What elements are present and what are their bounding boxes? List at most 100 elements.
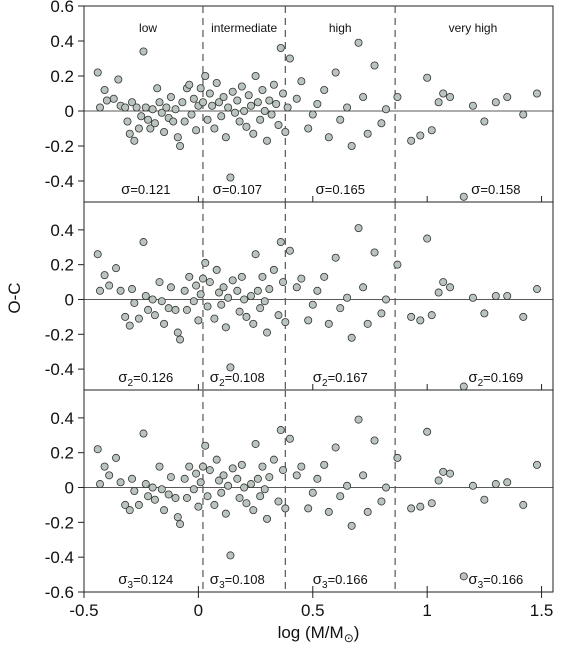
panel-1-data-point <box>279 89 288 98</box>
panel-2-data-point <box>240 295 249 304</box>
panel-2-data-point <box>304 316 313 325</box>
panel-3-data-point <box>263 514 272 523</box>
panel-2-data-point <box>343 293 352 302</box>
panel-2-data-point <box>105 281 114 290</box>
panel-1-data-point <box>141 103 150 112</box>
panel-3-data-point <box>313 474 322 483</box>
panel-1-data-point <box>343 103 352 112</box>
panel-1-data-point <box>185 80 194 89</box>
panel-1-data-point <box>363 129 372 138</box>
sigma-subscript: 3 <box>219 580 225 591</box>
panel-3-data-point <box>519 500 528 509</box>
panel-2-data-point <box>112 264 121 273</box>
panel-1-data-point <box>251 72 260 81</box>
panel-3-data-point <box>423 427 432 436</box>
panel-1-data-point <box>212 79 221 88</box>
panel-2-data-point <box>331 253 340 262</box>
panel-1-data-point <box>128 98 137 107</box>
panel-2-y-tick-label: 0.2 <box>50 256 74 275</box>
panel-1-data-point <box>210 124 219 133</box>
panel-3-data-point <box>468 481 477 490</box>
panel-2-data-point <box>359 283 368 292</box>
panel-1-data-point <box>201 72 210 81</box>
panel-1-data-point <box>171 105 180 114</box>
panel-2-sigma-label: σ2=0.167 <box>313 369 368 389</box>
panel-3-data-point <box>532 460 541 469</box>
panel-1-data-point <box>347 141 356 150</box>
panel-3-data-point <box>226 551 235 560</box>
sun-symbol: ⊙ <box>344 631 354 645</box>
panel-2-data-point <box>519 312 528 321</box>
panel-3-data-point <box>173 513 182 522</box>
panel-3-data-point <box>150 495 159 504</box>
panel-2-data-point <box>185 272 194 281</box>
panel-3-data-point <box>439 467 448 476</box>
panel-2-data-point <box>491 291 500 300</box>
panel-3-data-point <box>459 572 468 581</box>
panel-3-data-point <box>297 462 306 471</box>
panel-1-y-tick-label: 0.2 <box>50 67 74 86</box>
panel-1-data-point <box>313 100 322 109</box>
panel-1-data-point <box>93 68 102 77</box>
panel-1-data-point <box>359 93 368 102</box>
panel-1-data-point <box>446 93 455 102</box>
panel-1-data-point <box>304 124 313 133</box>
panel-1-data-point <box>230 108 239 117</box>
panel-2-data-point <box>128 285 137 294</box>
panel-2-data-point <box>258 272 267 281</box>
panel-1-data-point <box>354 38 363 47</box>
panel-1-data-point <box>166 93 175 102</box>
panel-1-data-point <box>297 77 306 86</box>
panel-2-data-point <box>237 272 246 281</box>
panel-2-data-point <box>459 382 468 391</box>
panel-3-data-point <box>343 481 352 490</box>
region-label-intermediate: intermediate <box>211 21 277 35</box>
panel-3-data-point <box>139 429 148 438</box>
panel-3-data-point <box>192 469 201 478</box>
panel-2-y-tick-label: -0.2 <box>45 325 74 344</box>
panel-2-data-point <box>176 335 185 344</box>
panel-2-data-point <box>198 274 207 283</box>
sigma-value: =0.167 <box>328 370 368 385</box>
panel-3-data-point <box>240 483 249 492</box>
panel-1-data-point <box>336 115 345 124</box>
panel-3-data-point <box>256 492 265 501</box>
panel-3-data-point <box>242 499 251 508</box>
panel-3-data-point <box>228 464 237 473</box>
sigma-symbol: σ <box>121 181 131 198</box>
panel-2-data-point <box>427 311 436 320</box>
sigma-value: =0.169 <box>483 370 523 385</box>
panel-3-data-point <box>121 500 130 509</box>
panel-1-data-point <box>480 117 489 126</box>
panel-1-data-point <box>468 101 477 110</box>
panel-3-data-point <box>130 486 139 495</box>
panel-1-data-point <box>247 101 256 110</box>
panel-1-data-point <box>214 98 223 107</box>
panel-3-y-tick-label: 0.2 <box>50 444 74 463</box>
panel-1-data-point <box>249 129 258 138</box>
panel-2-data-point <box>265 285 274 294</box>
panel-1-data-point <box>189 94 198 103</box>
panel-1-data-point <box>233 96 242 105</box>
panel-1-data-point <box>157 108 166 117</box>
panel-3-data-point <box>331 443 340 452</box>
panel-1-data-point <box>269 80 278 89</box>
sigma-value: =0.108 <box>225 370 265 385</box>
panel-1-data-point <box>187 110 196 119</box>
panel-2-data-point <box>189 297 198 306</box>
panel-1-data-point <box>173 133 182 142</box>
panel-1-sigma-label: σ=0.165 <box>316 181 365 198</box>
panel-3-data-point <box>281 504 290 513</box>
panel-2-data-point <box>370 248 379 257</box>
panel-2-data-point <box>203 302 212 311</box>
panel-3-data-point <box>128 474 137 483</box>
panel-2-data-point <box>180 286 189 295</box>
panel-1-data-point <box>237 82 246 91</box>
panel-3-frame <box>83 389 554 593</box>
panel-1-data-point <box>253 98 262 107</box>
sigma-value: =0.121 <box>130 182 170 197</box>
panel-1-data-point <box>160 127 169 136</box>
panel-3-data-point <box>359 471 368 480</box>
panel-1-data-point <box>308 110 317 119</box>
